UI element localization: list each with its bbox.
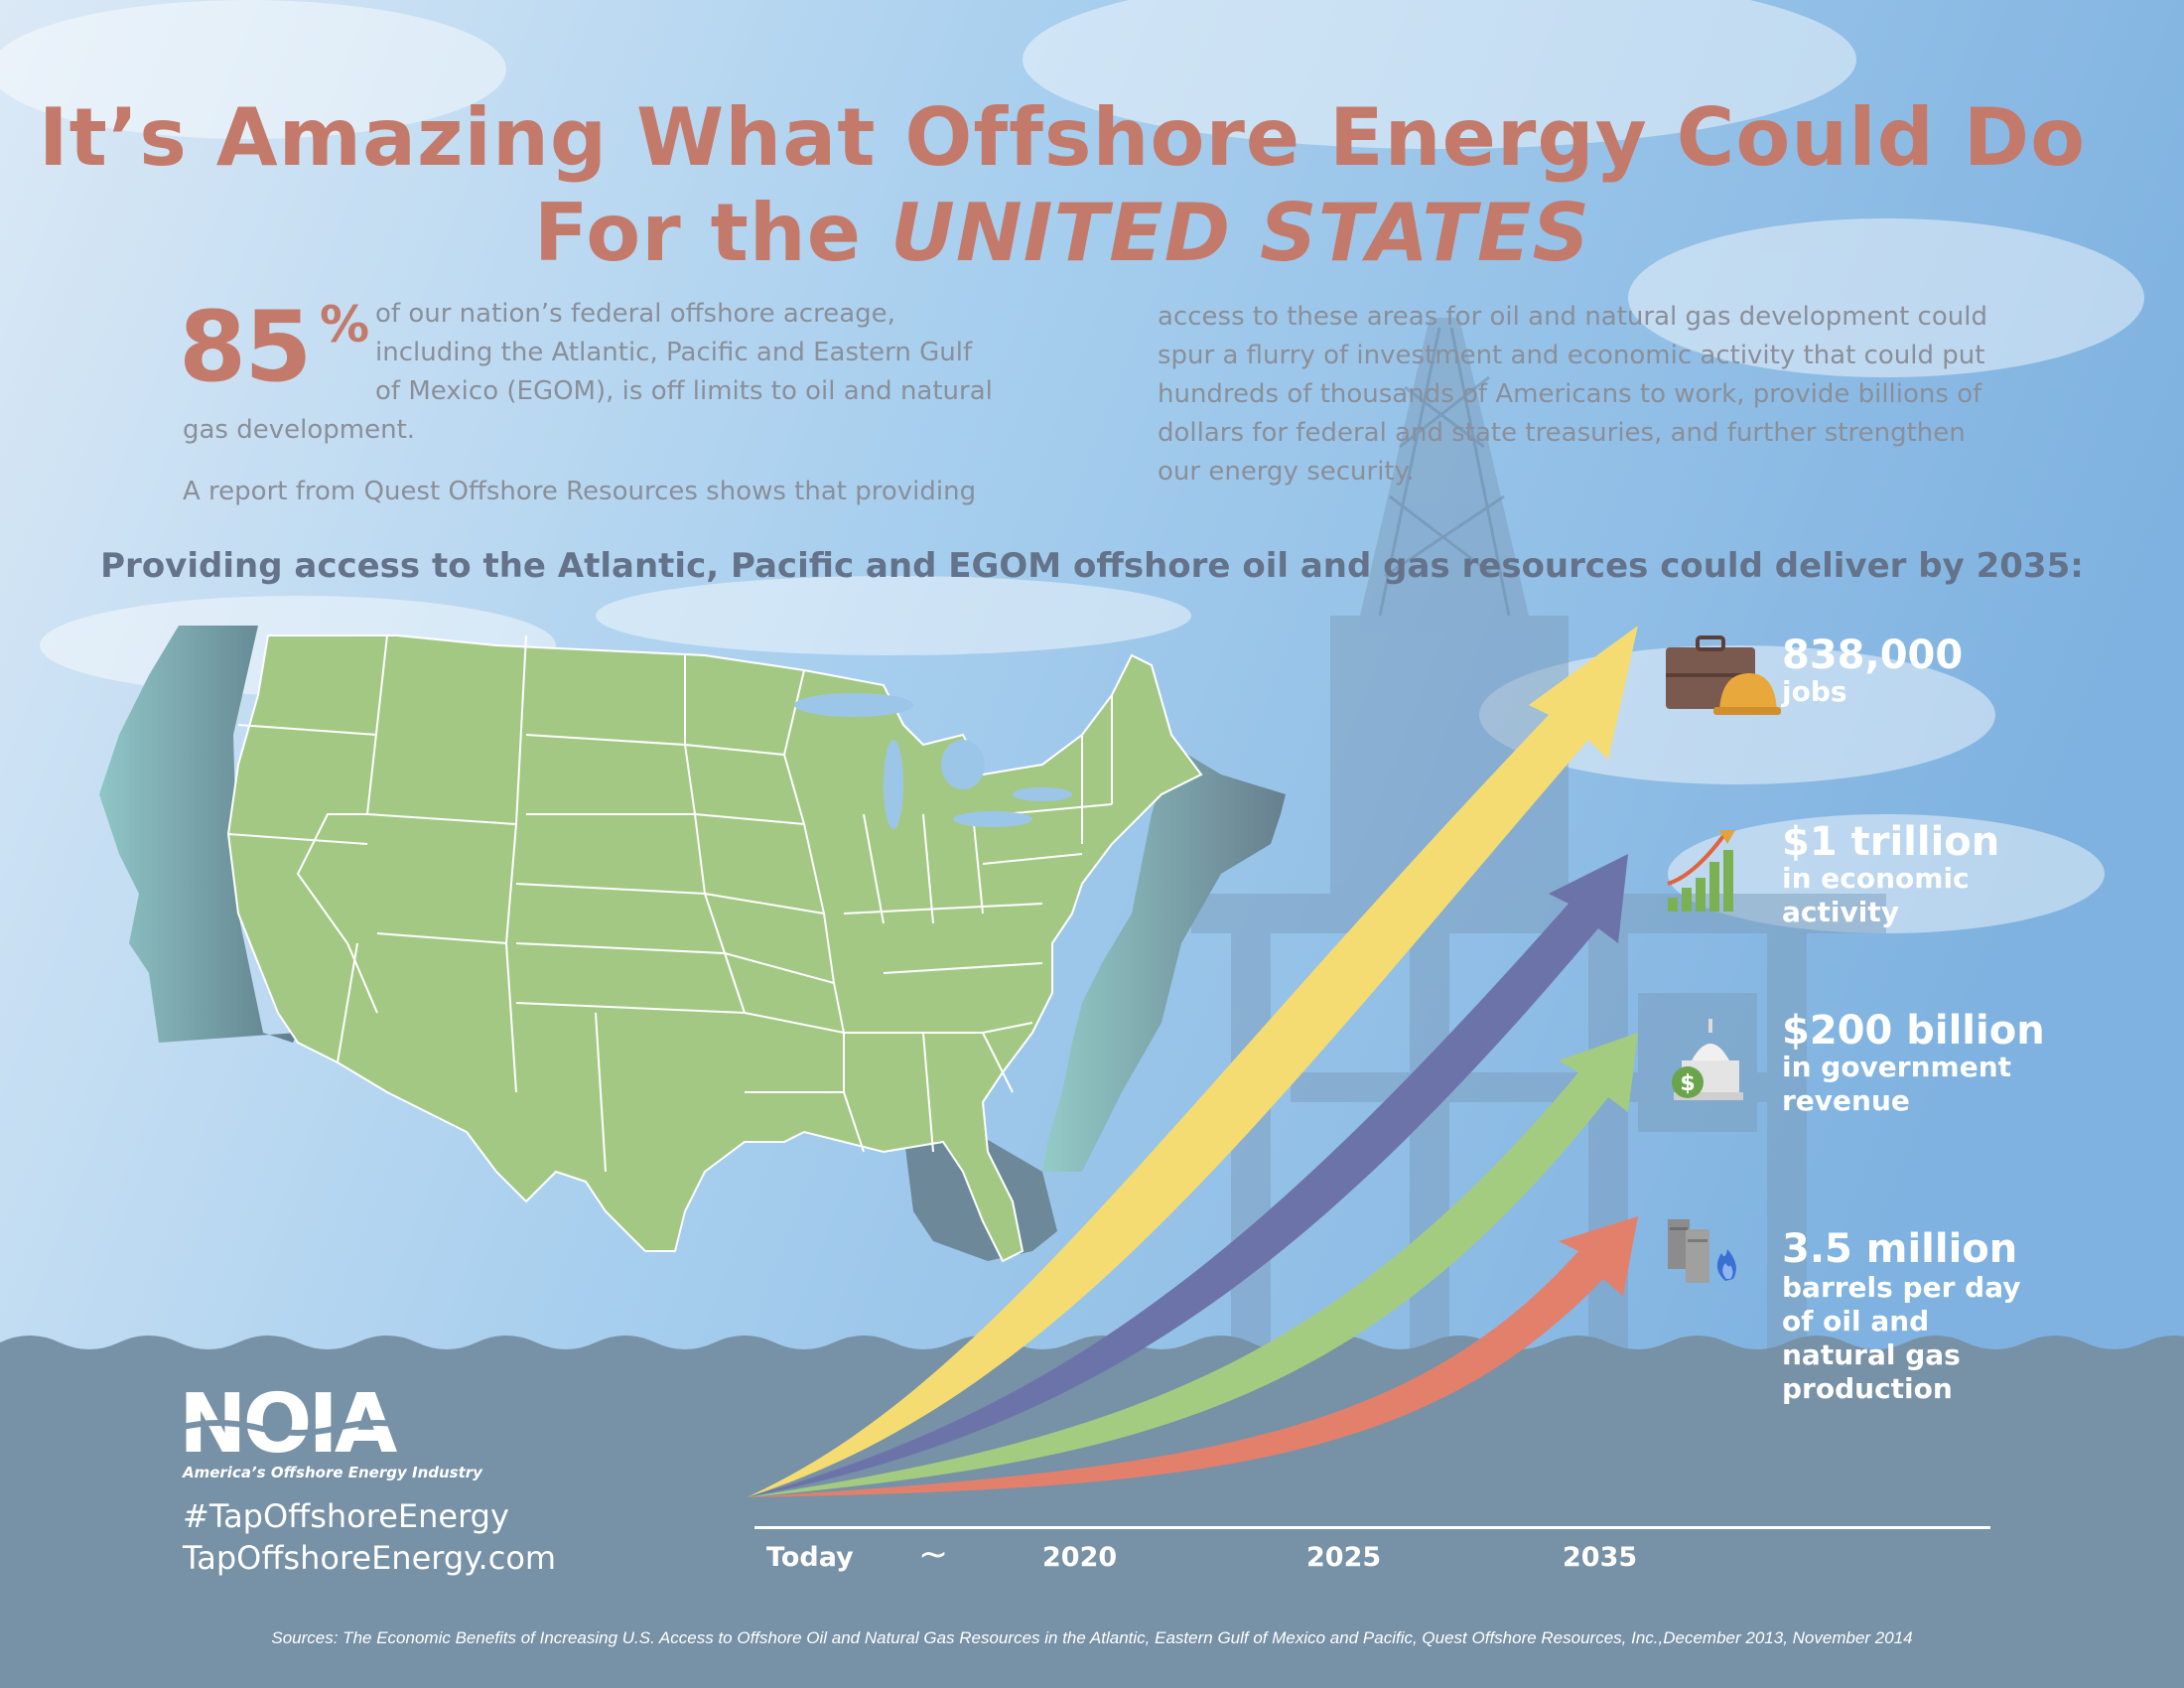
stat-jobs-label: jobs [1782,675,1847,708]
stat-economic-label: activity [1782,896,1899,928]
arrow-government-revenue [747,1033,1638,1497]
page-title: It’s Amazing What Offshore Energy Could … [38,91,2087,184]
stat-revenue-value: $200 billion [1782,1008,2045,1054]
intro-right-line: access to these areas for oil and natura… [1158,302,1987,332]
timeline-break: ~ [918,1534,949,1575]
intro-line: gas development. [183,415,416,445]
intro-right-line: hundreds of thousands of Americans to wo… [1158,379,1982,409]
state-borders [227,634,1113,1173]
barrels-flame-icon [1668,1219,1736,1283]
briefcase-hardhat-icon [1666,635,1781,715]
section-heading: Providing access to the Atlantic, Pacifi… [100,546,2084,586]
us-map [99,626,1286,1263]
pacific-offshore-zone [99,626,298,1043]
stat-revenue-label: in government [1782,1051,2012,1083]
percent-sign: % [320,296,370,353]
stat-jobs-value: 838,000 [1782,633,1964,678]
stat-production-label: barrels per day [1782,1271,2021,1304]
intro-right-line: our energy security. [1158,457,1415,487]
title-emphasis: UNITED STATES [889,187,1591,279]
intro-right-line: dollars for federal and state treasuries… [1158,418,1966,448]
intro-line: A report from Quest Offshore Resources s… [183,477,977,506]
growth-arrows [747,626,1638,1497]
sources-footnote: Sources: The Economic Benefits of Increa… [271,1628,1913,1647]
great-lakes [794,693,1072,829]
timeline-axis [754,1526,1990,1529]
stat-production-label: natural gas [1782,1338,1961,1371]
percent-figure: 85 [179,291,312,404]
logo-tagline: America’s Offshore Energy Industry [183,1464,482,1481]
oil-rig-silhouette [1191,318,1886,1350]
intro-right-line: spur a flurry of investment and economic… [1158,341,1985,370]
timeline-label: 2025 [1306,1542,1382,1573]
arrow-production [747,1216,1638,1497]
growth-chart-icon [1667,830,1735,912]
hashtag: #TapOffshoreEnergy [183,1497,509,1535]
stat-revenue-label: revenue [1782,1084,1910,1117]
noia-logo: NOIA [179,1382,418,1467]
page-title-line2: For the UNITED STATES [0,187,2124,279]
intro-line: of Mexico (EGOM), is off limits to oil a… [375,376,993,406]
stat-production-label: production [1782,1372,1953,1405]
capitol-money-icon: $ [1672,1019,1743,1100]
stat-production-value: 3.5 million [1782,1226,2018,1272]
stat-production-label: of oil and [1782,1305,1930,1337]
stat-economic-label: in economic [1782,862,1970,895]
timeline-label: 2035 [1563,1542,1638,1573]
arrow-jobs [747,626,1638,1497]
atlantic-offshore-zone [1042,745,1286,1172]
us-landmass [226,634,1203,1263]
stat-economic-value: $1 trillion [1782,819,2000,865]
svg-text:$: $ [1680,1071,1695,1096]
timeline-label: Today [766,1542,854,1573]
water [0,1336,2184,1688]
title-prefix: For the [533,187,890,279]
website-link[interactable]: TapOffshoreEnergy.com [183,1539,557,1577]
timeline-label: 2020 [1042,1542,1118,1573]
intro-line: including the Atlantic, Pacific and East… [375,338,973,367]
intro-line: of our nation’s federal offshore acreage… [375,299,895,329]
